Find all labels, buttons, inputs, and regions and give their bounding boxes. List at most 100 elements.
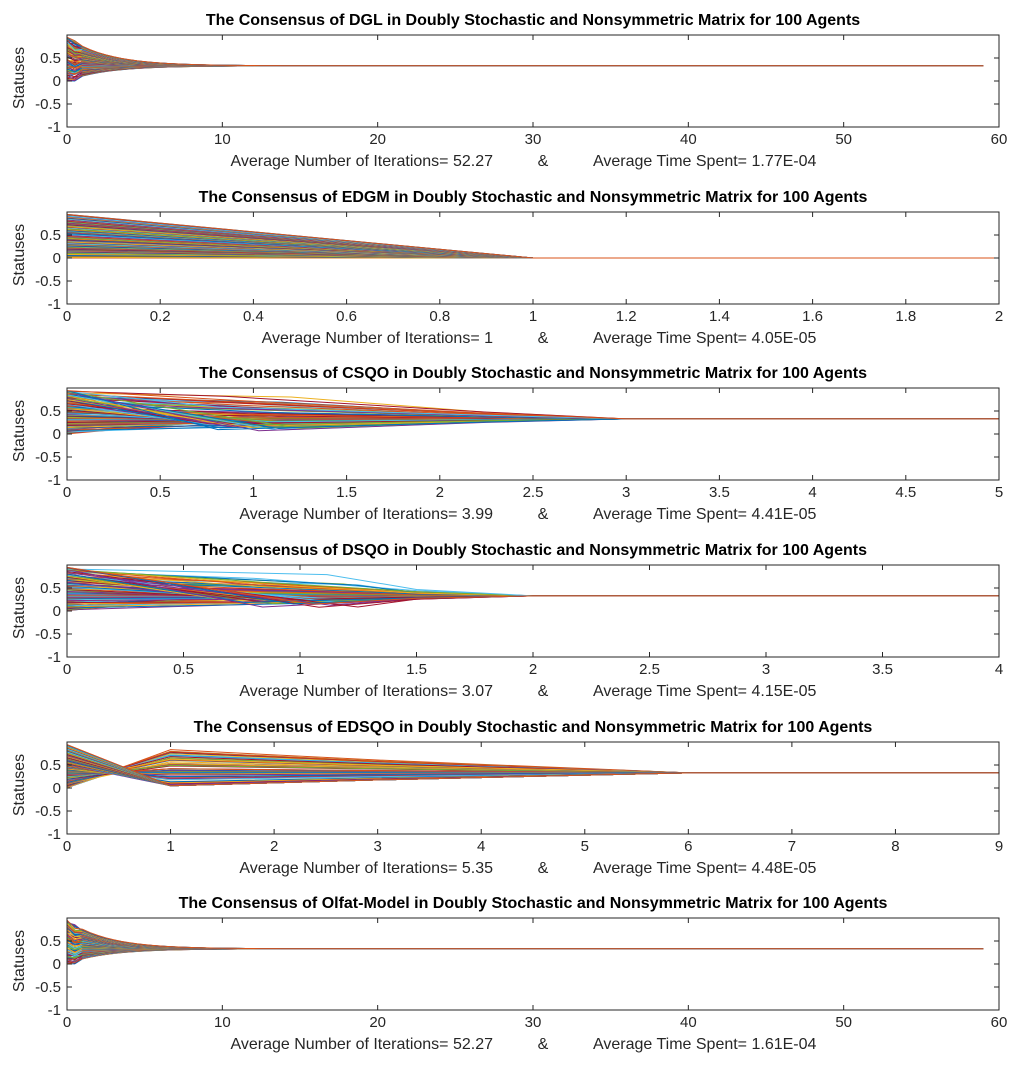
series-line: [67, 929, 984, 950]
x-tick-label: 1.5: [336, 484, 357, 501]
x-tick-label: 4.5: [895, 484, 916, 501]
x-tick-label: 50: [835, 131, 852, 148]
series-line: [67, 65, 984, 78]
x-tick-label: 4: [995, 661, 1003, 678]
series-line: [67, 37, 984, 67]
x-tick-label: 0.8: [429, 308, 450, 325]
x-tick-label: 0: [63, 661, 71, 678]
y-tick-label: 0: [53, 603, 61, 620]
x-tick-label: 1: [296, 661, 304, 678]
y-tick-label: 0.5: [40, 50, 61, 67]
series-line: [67, 948, 984, 964]
series-line: [67, 55, 984, 67]
series-line: [67, 48, 984, 67]
series-line: [67, 931, 984, 950]
series-group: [67, 919, 984, 965]
series-line: [67, 927, 984, 950]
y-tick-label: 0.5: [40, 933, 61, 950]
x-tick-label: 30: [525, 131, 542, 148]
x-tick-label: 2: [529, 661, 537, 678]
series-line: [67, 921, 984, 950]
x-axis-label-separator: &: [538, 683, 549, 700]
series-line: [67, 937, 984, 950]
series-line: [67, 923, 984, 950]
y-axis-label: Statuses: [11, 930, 28, 992]
series-line: [67, 52, 984, 67]
subplot-3: The Consensus of CSQO in Doubly Stochast…: [11, 365, 1003, 523]
series-line: [67, 923, 984, 950]
x-axis-label-iterations: Average Number of Iterations= 52.27: [230, 153, 493, 170]
y-tick-label: 0.5: [40, 580, 61, 597]
x-tick-label: 1.8: [895, 308, 916, 325]
x-axis-label-separator: &: [538, 153, 549, 170]
y-tick-label: -1: [48, 649, 61, 666]
series-line: [67, 924, 984, 950]
x-axis-label-separator: &: [538, 1036, 549, 1053]
series-line: [67, 926, 984, 950]
x-tick-label: 0.5: [150, 484, 171, 501]
subplot-5: The Consensus of EDSQO in Doubly Stochas…: [11, 719, 1003, 877]
series-line: [67, 41, 984, 67]
y-tick-label: 0.5: [40, 757, 61, 774]
y-tick-label: -0.5: [35, 273, 61, 290]
series-line: [67, 935, 984, 950]
series-line: [67, 46, 984, 67]
series-line: [67, 65, 984, 80]
x-axis-label-iterations: Average Number of Iterations= 5.35: [239, 860, 493, 877]
x-tick-label: 10: [214, 1014, 231, 1031]
x-axis-label-time: Average Time Spent= 4.48E-05: [593, 860, 817, 877]
series-group: [67, 36, 984, 82]
series-line: [67, 39, 984, 67]
x-tick-label: 3: [373, 838, 381, 855]
series-line: [67, 44, 984, 67]
series-line: [67, 37, 984, 67]
x-axis-label-separator: &: [538, 860, 549, 877]
x-tick-label: 0: [63, 484, 71, 501]
series-line: [67, 924, 984, 950]
y-tick-label: 0.5: [40, 403, 61, 420]
x-tick-label: 1.6: [802, 308, 823, 325]
series-line: [67, 65, 984, 80]
series-line: [67, 926, 984, 950]
series-line: [67, 948, 984, 960]
y-axis-label: Statuses: [11, 400, 28, 462]
y-tick-label: -0.5: [35, 96, 61, 113]
series-line: [67, 65, 984, 75]
series-line: [67, 47, 984, 67]
series-line: [67, 948, 984, 962]
series-line: [67, 935, 984, 950]
series-line: [67, 936, 984, 950]
series-line: [67, 51, 984, 67]
y-tick-label: -1: [48, 472, 61, 489]
series-line: [67, 48, 984, 67]
x-axis-label-time: Average Time Spent= 1.61E-04: [593, 1036, 817, 1053]
series-line: [67, 930, 984, 950]
x-tick-label: 3: [622, 484, 630, 501]
series-line: [67, 36, 984, 67]
y-axis-label: Statuses: [11, 47, 28, 109]
y-tick-label: -1: [48, 119, 61, 136]
x-tick-label: 0: [63, 131, 71, 148]
series-line: [67, 931, 984, 950]
series-line: [67, 937, 984, 950]
series-line: [67, 924, 984, 950]
series-line: [67, 948, 984, 959]
series-line: [67, 40, 984, 67]
x-tick-label: 5: [995, 484, 1003, 501]
y-tick-label: -0.5: [35, 979, 61, 996]
x-tick-label: 0.6: [336, 308, 357, 325]
series-line: [67, 929, 984, 950]
series-line: [67, 948, 984, 961]
x-tick-label: 2: [270, 838, 278, 855]
series-line: [67, 925, 984, 950]
y-tick-label: 0: [53, 250, 61, 267]
series-line: [67, 948, 984, 959]
series-line: [67, 920, 984, 950]
x-axis-label-separator: &: [538, 506, 549, 523]
axes-box: [66, 741, 1000, 835]
x-tick-label: 7: [788, 838, 796, 855]
series-line: [67, 43, 984, 67]
series-line: [67, 933, 984, 950]
series-line: [67, 948, 984, 957]
